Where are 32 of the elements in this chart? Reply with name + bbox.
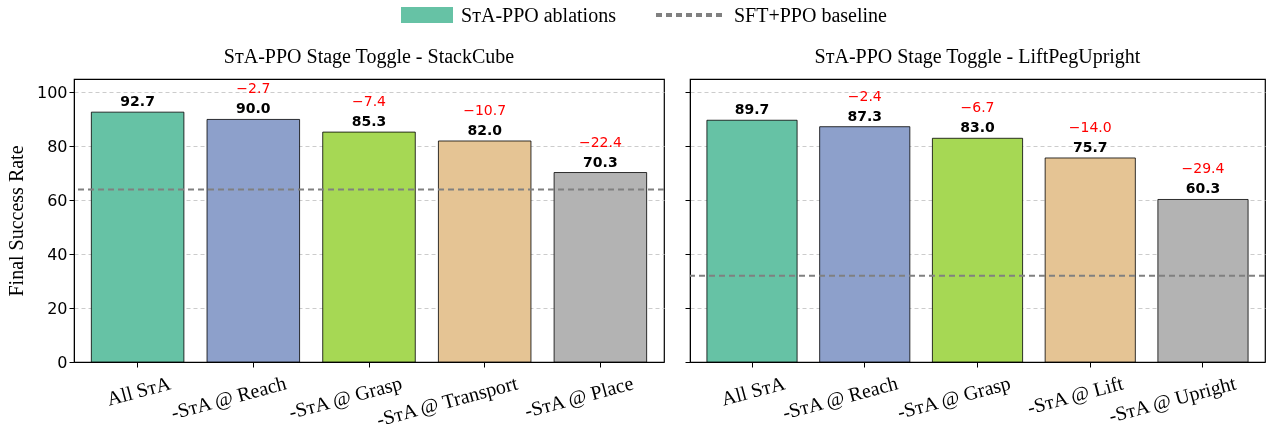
annotation: −14.0: [1068, 118, 1112, 135]
legend-label: SᴛA-PPO ablations: [461, 3, 616, 27]
annotation: −22.4: [578, 133, 622, 150]
data-label: 75.7: [1072, 138, 1108, 155]
y-tick-label: 40: [47, 244, 68, 264]
y-tick-label: 0: [57, 352, 68, 372]
annotation: −2.7: [236, 80, 271, 97]
data-label: 92.7: [120, 93, 155, 110]
annotation: −29.4: [1181, 160, 1225, 177]
y-tick-label: 60: [47, 190, 68, 210]
data-label: 85.3: [351, 113, 387, 130]
x-tick-label: -SᴛA @ Place: [522, 371, 636, 423]
y-tick-label: 20: [47, 298, 68, 318]
chart-title: SᴛA-PPO Stage Toggle - LiftPegUpright: [814, 45, 1141, 68]
annotation: −7.4: [352, 93, 387, 110]
annotation: −2.4: [847, 87, 882, 104]
data-label: 70.3: [583, 153, 618, 170]
data-label: 87.3: [847, 107, 883, 124]
x-tick-label: All SᴛA: [718, 371, 788, 410]
data-label: 60.3: [1185, 180, 1221, 197]
annotation: −10.7: [463, 101, 507, 118]
chart-title: SᴛA-PPO Stage Toggle - StackCube: [223, 45, 515, 68]
y-tick-label: 80: [47, 136, 68, 156]
annotation: −6.7: [960, 99, 995, 116]
data-label: 83.0: [960, 119, 996, 136]
data-label: 90.0: [236, 100, 271, 117]
data-label: 82.0: [467, 121, 503, 138]
legend-label: SFT+PPO baseline: [733, 3, 887, 27]
y-tick-label: 100: [36, 82, 68, 102]
y-axis-title: Final Success Rate: [4, 145, 27, 297]
data-label: 89.7: [734, 101, 770, 118]
x-tick-label: All SᴛA: [104, 371, 174, 410]
